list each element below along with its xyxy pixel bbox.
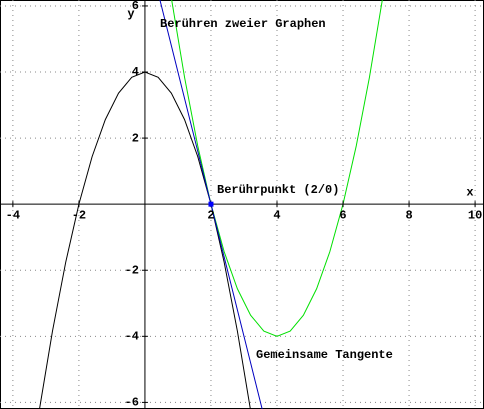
x-tick-label: 10 — [468, 208, 482, 222]
y-tick-label: 6 — [132, 0, 139, 13]
annotation: Berühren zweier Graphen — [160, 17, 326, 31]
x-tick-label: 8 — [405, 208, 412, 222]
annotation: Berührpunkt (2/0) — [217, 183, 339, 197]
y-tick-label: 2 — [132, 131, 139, 145]
x-tick-label: 4 — [273, 208, 280, 222]
x-tick-label: -4 — [6, 208, 20, 222]
x-tick-label: -2 — [72, 208, 86, 222]
x-axis-label: x — [466, 185, 473, 199]
y-tick-label: -4 — [125, 329, 139, 343]
annotation: Gemeinsame Tangente — [256, 348, 393, 362]
y-axis-label: y — [127, 7, 134, 21]
x-tick-label: 2 — [207, 208, 214, 222]
point — [208, 201, 214, 207]
x-tick-label: 6 — [339, 208, 346, 222]
y-tick-label: -6 — [125, 396, 139, 409]
y-tick-label: -2 — [125, 263, 139, 277]
y-tick-label: 4 — [132, 65, 139, 79]
